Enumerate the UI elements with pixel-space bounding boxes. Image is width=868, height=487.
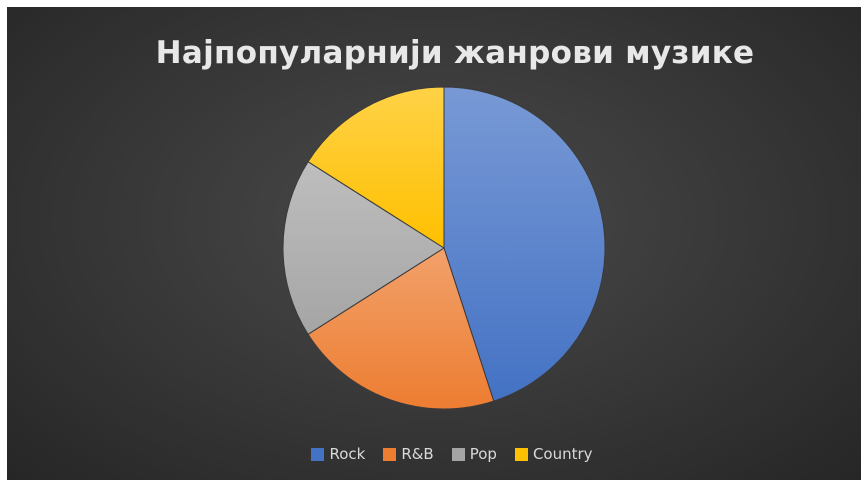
pie-slice-pop (282, 161, 445, 335)
legend-label-pop: Pop (469, 445, 497, 463)
legend-swatch-rnb (383, 447, 397, 461)
legend-item-country: Country (514, 445, 593, 463)
pie-slice-rb (307, 247, 495, 410)
pie-chart (282, 86, 606, 410)
legend-item-rnb: R&B (383, 445, 434, 463)
pie-slice-country (307, 86, 445, 249)
chart-title: Најпопуларнији жанрови музике (155, 35, 755, 71)
legend-item-rock: Rock (311, 445, 365, 463)
legend-label-country: Country (532, 445, 593, 463)
chart-area: Најпопуларнији жанрови музике Rock R&B P… (7, 7, 861, 480)
legend-label-rnb: R&B (401, 445, 434, 463)
legend-swatch-country (514, 447, 528, 461)
legend-swatch-pop (451, 447, 465, 461)
legend-swatch-rock (311, 447, 325, 461)
legend-item-pop: Pop (451, 445, 497, 463)
legend-label-rock: Rock (329, 445, 366, 463)
legend: Rock R&B Pop Country (7, 445, 861, 463)
pie-slice-rock (443, 86, 606, 402)
